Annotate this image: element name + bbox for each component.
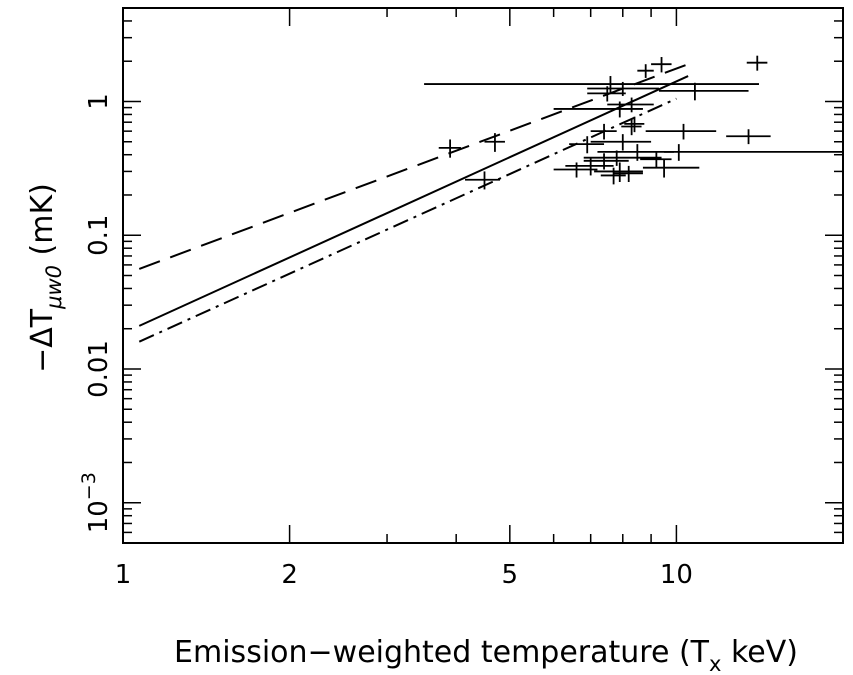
data-point — [424, 76, 759, 94]
data-point — [726, 129, 771, 145]
data-point — [484, 133, 505, 152]
data-point — [640, 151, 672, 168]
data-point — [746, 55, 768, 71]
data-point — [664, 144, 843, 161]
data-point — [565, 157, 614, 176]
data-point — [587, 86, 626, 102]
data-point — [600, 167, 626, 185]
data-point — [590, 123, 617, 140]
data-point — [465, 171, 501, 190]
fit-line-solid — [138, 75, 689, 327]
x-axis-ticks: 1 2 5 10 — [115, 8, 844, 590]
data-point — [645, 123, 717, 140]
data-point — [607, 97, 654, 113]
y-tick-label: 10−3 — [78, 472, 114, 533]
data-point — [594, 162, 643, 183]
y-tick-label: 1 — [84, 93, 114, 110]
data-point — [642, 159, 700, 178]
data-point — [569, 136, 605, 154]
x-tick-label: 1 — [115, 560, 132, 590]
y-axis-label: −ΔTμw0 (mK) — [25, 183, 66, 373]
y-tick-label: 0.01 — [84, 340, 114, 398]
data-point — [553, 162, 598, 178]
y-axis-ticks: 10−3 0.01 0.1 1 — [78, 7, 843, 544]
data-point — [637, 64, 654, 78]
data-point — [438, 139, 461, 158]
data-point — [583, 150, 662, 166]
data-point — [624, 116, 645, 133]
plot-frame — [122, 7, 844, 544]
fit-lines — [138, 63, 689, 343]
data-point — [651, 57, 672, 73]
data-point — [553, 101, 643, 118]
data-point — [613, 165, 643, 183]
data-point — [658, 82, 749, 101]
data-points — [424, 55, 843, 190]
y-tick-label: 0.1 — [84, 215, 114, 256]
x-tick-label: 5 — [502, 560, 519, 590]
data-point — [621, 118, 642, 136]
data-point — [590, 134, 652, 151]
plot-border — [122, 7, 844, 544]
x-tick-label: 10 — [660, 560, 693, 590]
x-axis-label: Emission−weighted temperature (Tx keV) — [174, 635, 798, 675]
x-tick-label: 2 — [281, 560, 298, 590]
fit-line-dashdot — [138, 97, 677, 343]
